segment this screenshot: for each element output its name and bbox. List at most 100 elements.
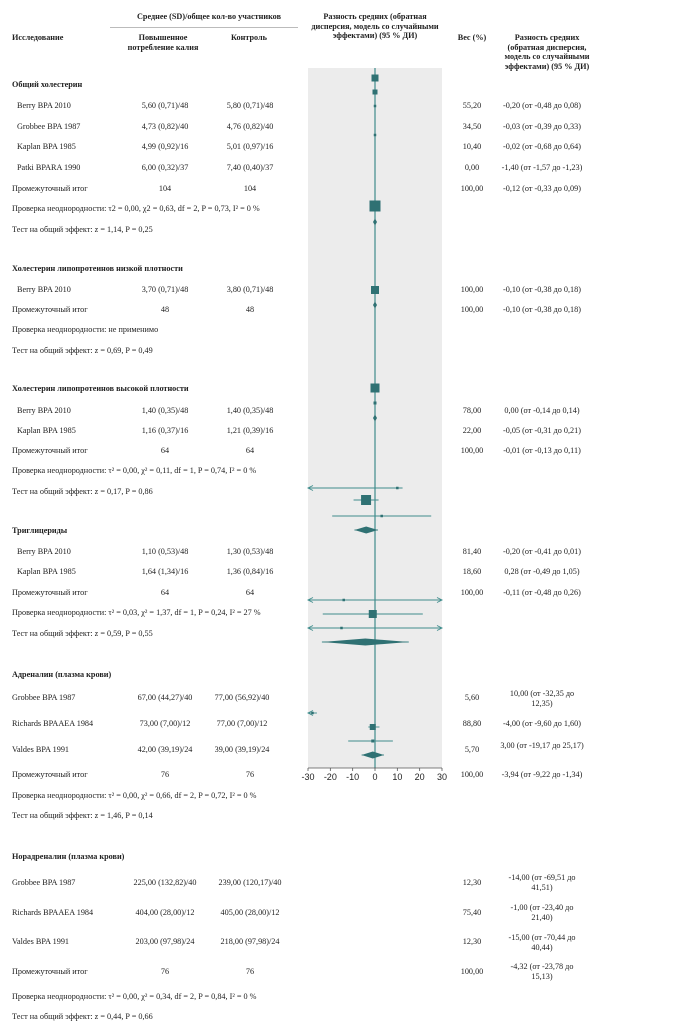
study-name: Grobbee BPA 1987 [17, 122, 81, 131]
subtotal-weight: 100,00 [460, 588, 484, 597]
control-value: 1,36 (0,84)/16 [226, 567, 274, 576]
subtotal-weight: 100,00 [460, 967, 484, 976]
weight-value: 10,40 [462, 142, 482, 151]
study-name: Berry BPA 2010 [17, 406, 71, 415]
study-name: Patki BPARA 1990 [17, 163, 81, 172]
study-name: Berry BPA 2010 [17, 101, 71, 110]
treatment-value: 225,00 (132,82)/40 [133, 878, 197, 887]
header-md-plot: Разность средних (обратная дисперсия, мо… [311, 12, 439, 40]
overall-effect-test: Тест на общий эффект: z = 0,59, P = 0,55 [12, 629, 153, 638]
subtotal-label: Промежуточный итог [12, 184, 88, 193]
subtotal-control: 64 [245, 446, 255, 455]
header-rule [110, 27, 298, 28]
weight-value: 12,30 [462, 937, 482, 946]
subtotal-treatment: 76 [160, 770, 170, 779]
heterogeneity-test: Проверка неоднородности: τ2 = 0,00, χ2 =… [12, 204, 260, 213]
ci-value: -4,00 (от -9,60 до 1,60) [503, 719, 581, 728]
header-md-text: Разность средних (обратная дисперсия, мо… [504, 33, 590, 71]
control-value: 5,80 (0,71)/48 [226, 101, 274, 110]
section-title: Триглицериды [12, 526, 68, 535]
treatment-value: 6,00 (0,32)/37 [141, 163, 189, 172]
treatment-value: 73,00 (7,00)/12 [139, 719, 191, 728]
ci-value: 10,00 (от -32,35 до 12,35) [509, 689, 575, 708]
header-mean-group: Среднее (SD)/общее кол-во участников [136, 12, 281, 21]
subtotal-ci: -0,12 (от -0,33 до 0,09) [503, 184, 581, 193]
control-value: 1,21 (0,39)/16 [226, 426, 274, 435]
subtotal-ci: -0,10 (от -0,38 до 0,18) [503, 305, 581, 314]
section-title: Адреналин (плазма крови) [12, 670, 112, 679]
study-name: Grobbee BPA 1987 [12, 878, 76, 887]
subtotal-ci: -4,32 (от -23,78 до 15,13) [510, 962, 574, 981]
x-tick-label: -30 [301, 772, 314, 782]
ci-value: -0,20 (от -0,48 до 0,08) [503, 101, 581, 110]
control-value: 77,00 (7,00)/12 [216, 719, 268, 728]
weight-value: 22,00 [462, 426, 482, 435]
subtotal-ci: -0,01 (от -0,13 до 0,11) [503, 446, 581, 455]
control-value: 4,76 (0,82)/40 [226, 122, 274, 131]
x-tick-label: 20 [415, 772, 425, 782]
ci-value: 0,00 (от -0,14 до 0,14) [504, 406, 580, 415]
overall-effect-test: Тест на общий эффект: z = 0,44, P = 0,66 [12, 1012, 153, 1021]
section-title: Холестерин липопротеинов низкой плотност… [12, 264, 183, 273]
weight-value: 5,60 [464, 693, 480, 702]
subtotal-label: Промежуточный итог [12, 770, 88, 779]
weight-value: 0,00 [464, 163, 480, 172]
treatment-value: 4,73 (0,82)/40 [141, 122, 189, 131]
treatment-value: 1,10 (0,53)/48 [141, 547, 189, 556]
overall-effect-test: Тест на общий эффект: z = 0,69, P = 0,49 [12, 346, 153, 355]
treatment-value: 4,99 (0,92)/16 [141, 142, 189, 151]
ci-value: -15,00 (от -70,44 до 40,44) [508, 933, 576, 952]
header-treatment: Повышенное потребление калия [127, 33, 199, 52]
control-value: 7,40 (0,40)/37 [226, 163, 274, 172]
plot-background [308, 68, 442, 768]
heterogeneity-test: Проверка неоднородности: τ² = 0,03, χ² =… [12, 608, 261, 617]
heterogeneity-test: Проверка неоднородности: τ² = 0,00, χ² =… [12, 466, 257, 475]
subtotal-weight: 100,00 [460, 770, 484, 779]
ci-value: -0,02 (от -0,68 до 0,64) [503, 142, 581, 151]
subtotal-treatment: 104 [158, 184, 172, 193]
weight-value: 100,00 [460, 285, 484, 294]
study-name: Berry BPA 2010 [17, 547, 71, 556]
study-name: Grobbee BPA 1987 [12, 693, 76, 702]
weight-value: 12,30 [462, 878, 482, 887]
weight-value: 78,00 [462, 406, 482, 415]
subtotal-control: 104 [243, 184, 257, 193]
treatment-value: 404,00 (28,00)/12 [135, 908, 195, 917]
header-control: Контроль [231, 33, 267, 42]
subtotal-ci: -3,94 (от -9,22 до -1,34) [501, 770, 583, 779]
subtotal-control: 64 [245, 588, 255, 597]
weight-value: 34,50 [462, 122, 482, 131]
weight-value: 88,80 [462, 719, 482, 728]
heterogeneity-test: Проверка неоднородности: τ² = 0,00, χ² =… [12, 791, 257, 800]
study-name: Berry BPA 2010 [17, 285, 71, 294]
treatment-value: 42,00 (39,19)/24 [137, 745, 193, 754]
subtotal-treatment: 64 [160, 446, 170, 455]
ci-value: -0,03 (от -0,39 до 0,33) [503, 122, 581, 131]
control-value: 39,00 (39,19)/24 [214, 745, 270, 754]
treatment-value: 203,00 (97,98)/24 [135, 937, 195, 946]
subtotal-label: Промежуточный итог [12, 588, 88, 597]
treatment-value: 67,00 (44,27)/40 [137, 693, 193, 702]
subtotal-treatment: 76 [160, 967, 170, 976]
weight-value: 75,40 [462, 908, 482, 917]
control-value: 1,40 (0,35)/48 [226, 406, 274, 415]
ci-value: -0,20 (от -0,41 до 0,01) [503, 547, 581, 556]
overall-effect-test: Тест на общий эффект: z = 1,14, P = 0,25 [12, 225, 153, 234]
study-name: Richards BPAAEA 1984 [12, 908, 94, 917]
x-tick-label: -20 [324, 772, 337, 782]
subtotal-weight: 100,00 [460, 446, 484, 455]
control-value: 77,00 (56,92)/40 [214, 693, 270, 702]
study-name: Kaplan BPA 1985 [17, 426, 76, 435]
x-tick-label: 0 [372, 772, 377, 782]
heterogeneity-test: Проверка неоднородности: τ² = 0,00, χ² =… [12, 992, 257, 1001]
study-name: Valdes BPA 1991 [12, 745, 70, 754]
study-name: Valdes BPA 1991 [12, 937, 70, 946]
control-value: 405,00 (28,00)/12 [220, 908, 280, 917]
weight-value: 81,40 [462, 547, 482, 556]
ci-value: -0,10 (от -0,38 до 0,18) [503, 285, 581, 294]
treatment-value: 5,60 (0,71)/48 [141, 101, 189, 110]
overall-effect-test: Тест на общий эффект: z = 1,46, P = 0,14 [12, 811, 153, 820]
ci-value: -1,00 (от -23,40 до 21,40) [510, 903, 574, 922]
subtotal-label: Промежуточный итог [12, 305, 88, 314]
subtotal-weight: 100,00 [460, 305, 484, 314]
